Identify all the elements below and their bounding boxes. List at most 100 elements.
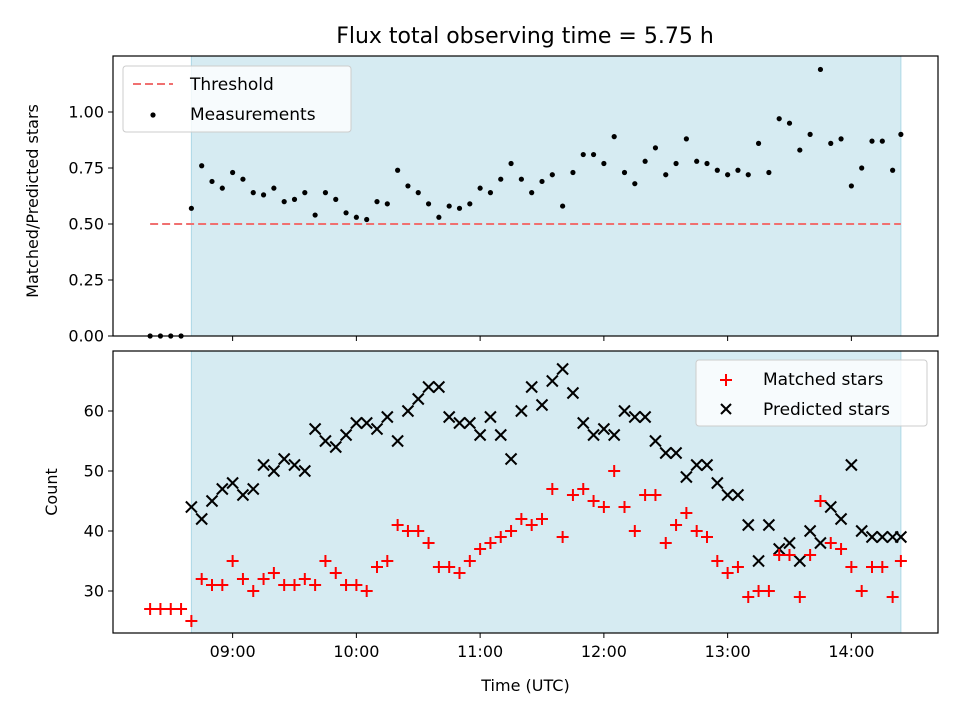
top-y-tick-label: 1.00	[68, 103, 104, 122]
predicted-stars-point	[618, 404, 631, 418]
measurement-point	[714, 167, 720, 173]
matched-stars-point	[752, 585, 765, 597]
measurement-point	[560, 203, 566, 209]
predicted-stars-point	[504, 452, 518, 466]
predicted-stars-point-stroke	[587, 428, 600, 442]
predicted-stars-point-stroke	[762, 518, 776, 532]
measurement-point	[683, 136, 689, 142]
matched-stars-point	[608, 465, 621, 477]
measurement-point	[879, 138, 885, 144]
measurement-point	[395, 167, 401, 173]
legend-measurements-swatch	[150, 112, 156, 118]
matched-stars-point	[793, 591, 806, 603]
measurement-point	[374, 199, 380, 205]
matched-stars-point	[144, 603, 157, 615]
predicted-stars-point	[401, 404, 415, 418]
predicted-stars-point	[546, 374, 559, 388]
predicted-stars-point	[515, 404, 528, 418]
measurement-point	[898, 131, 904, 137]
measurement-point	[817, 66, 824, 73]
matched-stars-point	[505, 525, 518, 537]
matched-stars-point	[391, 519, 404, 531]
predicted-stars-point-stroke	[618, 404, 631, 418]
predicted-stars-point	[267, 464, 281, 478]
measurement-point	[570, 169, 576, 176]
matched-stars-point	[701, 531, 713, 543]
matched-stars-point	[659, 537, 672, 549]
measurement-point	[539, 178, 545, 185]
predicted-stars-point	[587, 428, 600, 442]
measurement-point	[364, 216, 370, 223]
legend-predicted-label: Predicted stars	[763, 400, 890, 420]
matched-stars-point	[154, 603, 167, 615]
predicted-stars-point	[525, 380, 538, 394]
measurement-point	[353, 214, 359, 220]
matched-stars-point	[577, 483, 590, 495]
predicted-stars-point-stroke	[876, 530, 889, 544]
measurement-point	[302, 190, 308, 196]
predicted-stars-point-stroke	[463, 416, 477, 430]
top-y-axis-ticks: 0.00 0.25 0.50 0.75 1.00	[68, 103, 113, 346]
matched-stars-point	[371, 561, 383, 573]
measurement-point	[890, 167, 896, 173]
predicted-stars-point	[205, 494, 219, 508]
predicted-stars-point-stroke	[391, 434, 404, 448]
bottom-y-axis-ticks: 30 40 50 60	[84, 402, 113, 601]
predicted-stars-point	[865, 530, 879, 544]
matched-stars-point	[257, 573, 270, 585]
predicted-stars-point	[185, 500, 198, 514]
predicted-stars-point-stroke	[742, 518, 755, 532]
measurement-point	[415, 190, 421, 196]
predicted-stars-point	[298, 464, 312, 478]
legend-matched-swatch	[720, 374, 732, 386]
predicted-stars-point	[319, 434, 332, 448]
predicted-stars-point-stroke	[226, 476, 239, 490]
matched-stars-point	[886, 591, 899, 603]
matched-stars-point	[267, 567, 280, 579]
predicted-stars-point-stroke	[216, 482, 229, 496]
predicted-stars-point	[236, 488, 250, 502]
x-axis-label: Time (UTC)	[480, 676, 569, 695]
predicted-stars-point	[535, 398, 549, 412]
matched-stars-points	[144, 465, 907, 627]
measurement-point	[694, 158, 700, 164]
matched-stars-point	[835, 543, 848, 555]
predicted-stars-point-stroke	[442, 410, 456, 424]
measurement-point	[621, 169, 628, 176]
matched-stars-point	[628, 525, 641, 537]
predicted-stars-points	[185, 362, 908, 568]
measurement-point	[281, 199, 287, 205]
matched-stars-point	[350, 579, 363, 591]
predicted-stars-point-stroke	[894, 530, 908, 544]
matched-stars-point	[556, 531, 569, 543]
measurement-point	[384, 201, 390, 207]
matched-stars-point	[566, 489, 579, 501]
matched-stars-point	[845, 561, 858, 573]
predicted-stars-point	[339, 428, 353, 442]
matched-stars-point	[597, 501, 610, 513]
predicted-stars-point-stroke	[566, 386, 580, 400]
predicted-stars-point	[277, 452, 291, 466]
measurement-point	[209, 178, 215, 185]
predicted-stars-point	[350, 416, 363, 430]
measurement-point	[590, 151, 597, 158]
predicted-stars-point-stroke	[432, 380, 446, 394]
predicted-stars-point-stroke	[824, 500, 837, 514]
predicted-stars-point	[195, 512, 208, 526]
matched-stars-point	[814, 495, 827, 507]
predicted-stars-point	[370, 422, 384, 436]
bottom-y-axis-label: Count	[42, 468, 61, 516]
top-panel: 0.00 0.25 0.50 0.75 1.00 Matched/Predicted s…	[23, 55, 939, 346]
measurement-point	[260, 192, 267, 198]
matched-stars-point	[680, 507, 693, 519]
top-y-tick-label: 0.50	[68, 215, 104, 234]
matched-stars-point	[762, 585, 775, 597]
measurement-point	[405, 183, 411, 189]
measurement-point	[436, 214, 442, 220]
predicted-stars-point	[894, 530, 908, 544]
predicted-stars-point-stroke	[865, 530, 879, 544]
predicted-stars-point-stroke	[793, 554, 807, 568]
legend-predicted-swatch	[720, 403, 732, 415]
predicted-stars-point-stroke	[422, 380, 435, 394]
measurement-point	[745, 172, 751, 178]
